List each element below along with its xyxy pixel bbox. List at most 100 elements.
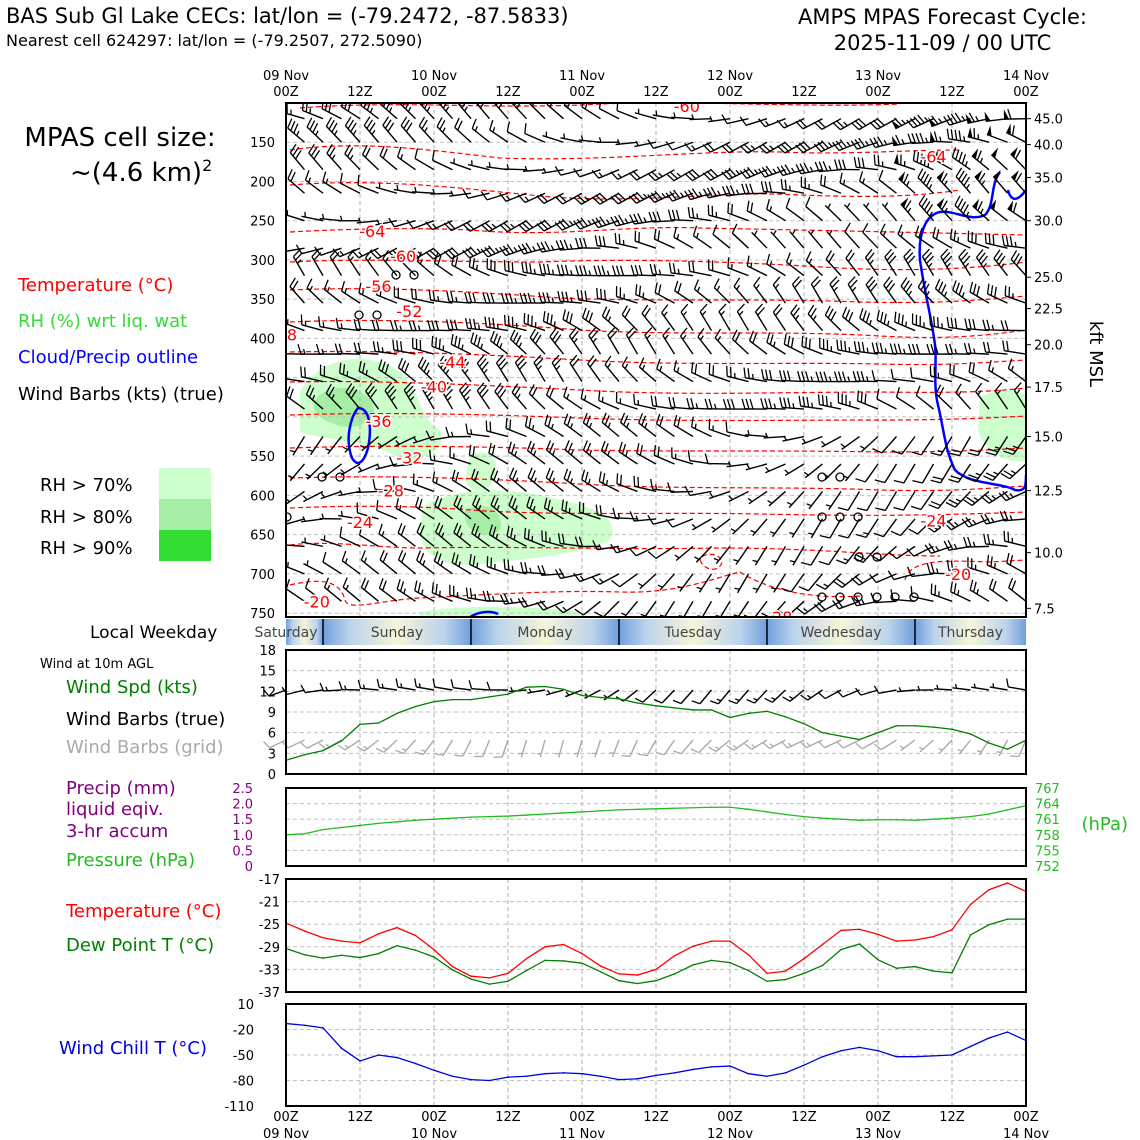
upper-wind-barb [476,382,491,410]
barb-staff [772,311,787,331]
barb-half-feather [848,346,851,353]
barb-feather [601,265,606,276]
barb-half-feather [899,745,905,749]
barb-half-feather [810,376,814,382]
series-point [729,806,731,809]
barb-staff [524,132,546,143]
barb-feather [911,133,917,144]
barb-feather [371,319,376,331]
barb-feather [897,224,903,235]
series-point [766,972,768,975]
bottom-hour-label: 00Z [569,1110,595,1125]
pressure-tick-label: 700 [250,568,275,583]
barb-feather [550,314,553,325]
upper-wind-barb [1006,552,1026,575]
barb-feather [978,252,986,262]
barb-feather [418,116,426,127]
barb-feather [512,332,519,343]
barb-half-feather [325,448,331,452]
upper-wind-barb [668,262,694,277]
upper-wind-barb [408,452,435,465]
upper-wind-barb [840,435,860,450]
barb-feather [379,549,385,560]
upper-wind-barb [917,277,935,304]
barb-feather [334,343,339,354]
barb-feather [903,248,912,258]
barb-feather [418,498,423,510]
barb-feather [829,276,838,285]
surface-wind-barb-true [450,679,472,691]
barb-staff [931,593,953,602]
barb-staff [286,463,287,466]
barb-feather [965,517,973,526]
barb-feather [480,248,489,258]
series-point [692,964,694,966]
barb-half-feather [518,342,523,348]
upper-wind-barb [490,495,509,520]
barb-half-feather [599,578,604,583]
kft-msl-label: kft MSL [1085,321,1106,387]
upper-wind-barb [984,111,1008,122]
barb-feather [638,357,645,368]
series-point [858,1046,861,1049]
barb-feather [500,361,509,371]
barb-half-feather [491,223,497,229]
barb-feather [604,415,610,426]
upper-wind-barb [372,341,398,355]
barb-half-feather [533,268,536,275]
barb-feather [855,687,862,696]
barb-staff [661,312,676,331]
barb-half-feather [624,218,629,224]
upper-wind-barb [301,537,324,548]
barb-half-feather [900,231,904,238]
upper-wind-barb [581,103,601,120]
upper-wind-barb [449,190,472,197]
barb-half-feather [696,286,701,292]
surface-wind-barb-true [782,689,805,702]
barb-staff [286,490,305,505]
barb-half-feather [642,292,645,298]
surface-wind-barb-grid [874,739,897,751]
barb-staff [958,739,972,755]
series-point [303,832,306,835]
pressure-tick-label: 400 [250,332,275,347]
barb-feather [388,251,397,260]
upper-wind-barb [730,518,749,535]
barb-half-feather [458,561,461,567]
barb-feather [521,261,524,273]
barb-feather [815,583,826,590]
barb-feather [531,103,535,107]
barb-staff [1007,208,1026,222]
barb-flag [1003,109,1010,120]
upper-wind-barb [635,284,657,304]
series-point [988,923,990,926]
temperature-tick-label: -37 [259,986,280,1001]
barb-flag [984,111,991,122]
upper-wind-barb [412,435,435,444]
barb-feather [819,371,824,382]
barb-feather [392,476,395,487]
barb-half-feather [616,139,621,145]
barb-feather [579,237,584,249]
isotherm-label: -20 [945,565,971,584]
barb-feather [1003,530,1006,542]
barb-feather [462,188,469,199]
upper-wind-barb [325,436,343,455]
upper-wind-barb [673,360,694,383]
barb-half-feather [825,504,832,508]
rh70-swatch [159,468,211,499]
barb-staff [754,689,768,704]
barb-half-feather [720,310,725,316]
upper-wind-barb [509,467,527,492]
barb-feather [417,582,422,593]
barb-half-feather [551,477,556,483]
barb-staff [494,390,509,410]
barb-staff [824,739,842,749]
barb-feather [657,446,660,457]
barb-feather [591,218,599,228]
barb-half-feather [828,142,833,147]
barb-staff [692,518,712,531]
barb-half-feather [566,393,570,400]
